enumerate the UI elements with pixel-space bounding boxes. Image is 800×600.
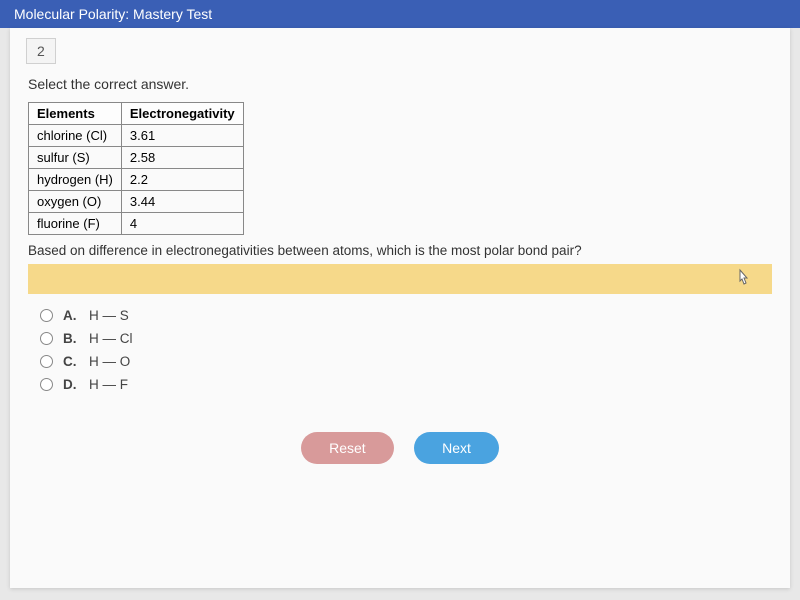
next-button[interactable]: Next [414, 432, 499, 464]
choice-letter: A. [63, 308, 79, 323]
choice-letter: C. [63, 354, 79, 369]
table-row: sulfur (S)2.58 [29, 147, 244, 169]
table-row: hydrogen (H)2.2 [29, 169, 244, 191]
table-header-row: Elements Electronegativity [29, 103, 244, 125]
table-row: oxygen (O)3.44 [29, 191, 244, 213]
radio-icon[interactable] [40, 378, 53, 391]
answer-choices: A. H — S B. H — Cl C. H — O D. H — F [40, 308, 790, 392]
radio-icon[interactable] [40, 355, 53, 368]
pointer-icon [734, 268, 754, 295]
question-prompt: Based on difference in electronegativiti… [28, 243, 790, 258]
table-row: fluorine (F)4 [29, 213, 244, 235]
electronegativity-table: Elements Electronegativity chlorine (Cl)… [28, 102, 244, 235]
choice-c[interactable]: C. H — O [40, 354, 790, 369]
question-number: 2 [26, 38, 56, 64]
choice-letter: D. [63, 377, 79, 392]
choice-text: H — O [89, 354, 130, 369]
radio-icon[interactable] [40, 332, 53, 345]
table-col-en: Electronegativity [121, 103, 243, 125]
page-header: Molecular Polarity: Mastery Test [0, 0, 800, 28]
content-panel: 2 Select the correct answer. Elements El… [10, 28, 790, 588]
answer-input-bar[interactable] [28, 264, 772, 294]
radio-icon[interactable] [40, 309, 53, 322]
choice-d[interactable]: D. H — F [40, 377, 790, 392]
button-row: Reset Next [10, 432, 790, 464]
choice-a[interactable]: A. H — S [40, 308, 790, 323]
choice-text: H — S [89, 308, 129, 323]
instruction-text: Select the correct answer. [28, 76, 790, 92]
reset-button[interactable]: Reset [301, 432, 394, 464]
choice-text: H — Cl [89, 331, 133, 346]
table-col-elements: Elements [29, 103, 122, 125]
table-row: chlorine (Cl)3.61 [29, 125, 244, 147]
choice-letter: B. [63, 331, 79, 346]
choice-b[interactable]: B. H — Cl [40, 331, 790, 346]
header-title: Molecular Polarity: Mastery Test [14, 6, 212, 22]
choice-text: H — F [89, 377, 128, 392]
